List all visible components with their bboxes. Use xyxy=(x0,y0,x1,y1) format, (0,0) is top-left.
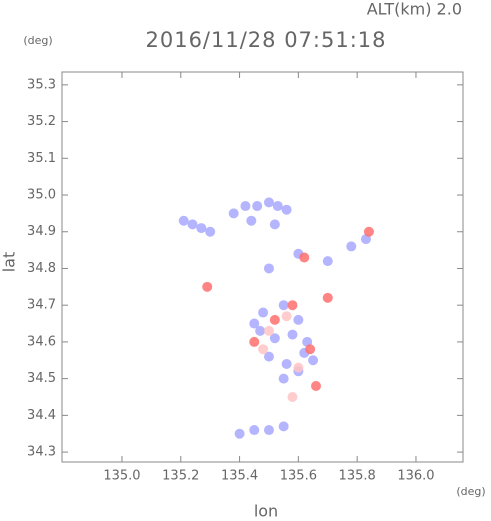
y-tick-label: 34.6 xyxy=(27,334,56,349)
y-tick-label: 34.3 xyxy=(27,445,56,460)
echo-point xyxy=(263,263,274,274)
echo-point xyxy=(258,344,269,355)
echo-point xyxy=(299,252,310,263)
echo-point xyxy=(196,223,207,234)
echo-point xyxy=(240,201,251,212)
echo-point xyxy=(278,421,289,432)
echo-point xyxy=(287,329,298,340)
echo-point xyxy=(311,380,322,391)
x-tick-label: 135.8 xyxy=(339,469,376,484)
echo-point xyxy=(228,208,239,219)
echo-point xyxy=(269,333,280,344)
echo-point xyxy=(249,318,260,329)
echo-point xyxy=(272,201,283,212)
x-unit: (deg) xyxy=(456,485,485,498)
echo-point xyxy=(322,256,333,267)
echo-point xyxy=(263,325,274,336)
echo-point xyxy=(281,204,292,215)
x-tick-label: 135.0 xyxy=(103,469,140,484)
chart-title: 2016/11/28 07:51:18 xyxy=(145,28,386,52)
y-tick-label: 34.8 xyxy=(27,261,56,276)
echo-point xyxy=(269,219,280,230)
echo-point xyxy=(205,226,216,237)
echo-point xyxy=(263,425,274,436)
echo-point xyxy=(363,226,374,237)
echo-point xyxy=(255,325,266,336)
echo-point xyxy=(258,307,269,318)
y-tick-label: 34.5 xyxy=(27,371,56,386)
y-tick-label: 34.9 xyxy=(27,224,56,239)
echo-point xyxy=(293,362,304,373)
echo-point xyxy=(249,336,260,347)
echo-point xyxy=(252,201,263,212)
x-tick-label: 135.4 xyxy=(221,469,258,484)
echo-point xyxy=(278,300,289,311)
y-tick-label: 35.1 xyxy=(27,151,56,166)
echo-point xyxy=(269,314,280,325)
y-tick-label: 34.7 xyxy=(27,298,56,313)
y-tick-label: 34.4 xyxy=(27,408,56,423)
y-tick-label: 35.3 xyxy=(27,77,56,92)
echo-point xyxy=(287,392,298,402)
x-tick-label: 136.0 xyxy=(397,469,434,484)
echo-point xyxy=(234,428,245,439)
echo-point xyxy=(281,311,292,322)
echo-point xyxy=(187,219,198,230)
echo-point xyxy=(287,300,298,311)
echo-point xyxy=(263,351,274,362)
x-tick-label: 135.6 xyxy=(280,469,317,484)
echo-point xyxy=(281,358,292,369)
echo-point xyxy=(308,355,319,366)
echo-point xyxy=(346,241,357,252)
y-tick-label: 35.0 xyxy=(27,188,56,203)
y-axis-label: lat xyxy=(0,252,19,273)
echo-point xyxy=(249,425,260,436)
echo-point xyxy=(305,344,316,355)
plot-frame xyxy=(61,71,464,463)
echo-point xyxy=(178,215,189,226)
echo-point xyxy=(202,281,213,292)
altitude: ALT(km) 2.0 xyxy=(367,0,462,19)
x-tick-label: 135.2 xyxy=(162,469,199,484)
y-tick-label: 35.2 xyxy=(27,114,56,129)
echo-point xyxy=(263,197,274,208)
y-unit: (deg) xyxy=(23,34,52,47)
echo-point xyxy=(322,292,333,303)
echo-point xyxy=(278,373,289,384)
echo-point xyxy=(293,314,304,325)
echo-point xyxy=(246,215,257,226)
x-axis-label: lon xyxy=(254,502,278,521)
